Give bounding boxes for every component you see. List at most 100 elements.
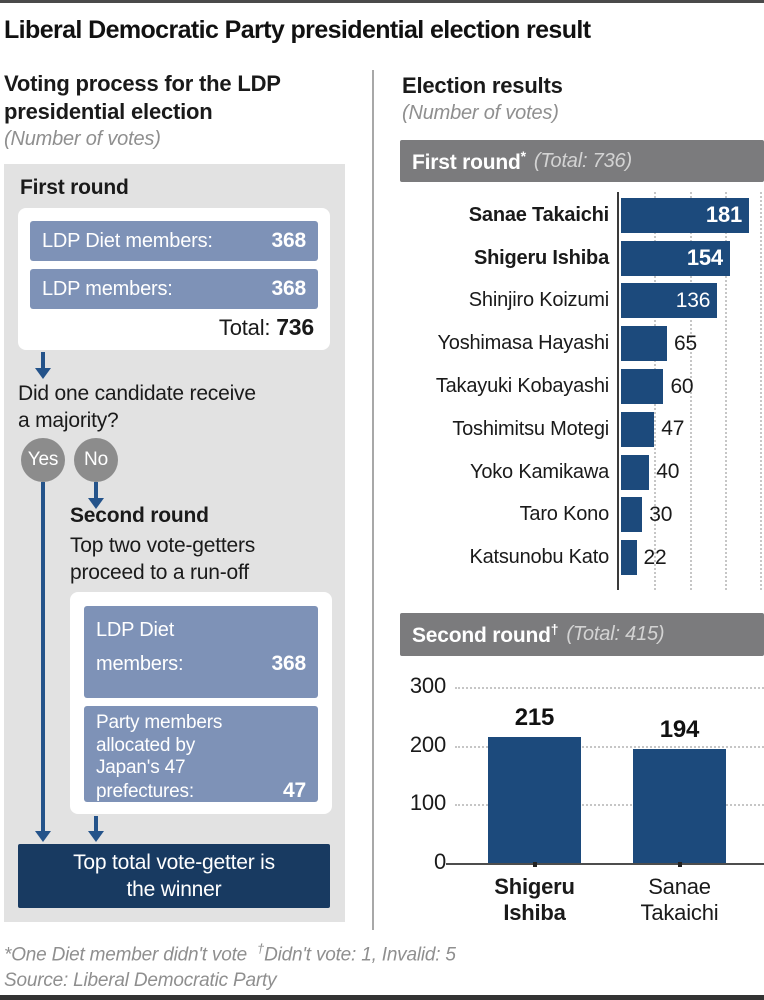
second-round-chart: 0 100 200 300 215 Shigeru Ishiba 194 Sanae Takaic… [400,668,764,948]
diet-box-line2-row: members: 368 [96,647,306,681]
bar-value: 181 [705,202,743,228]
left-unit-note: (Number of votes) [4,128,161,150]
footnote-asterisk: *One Diet member didn't vote [4,944,248,966]
bar-row: Yoshimasa Hayashi 65 [400,322,764,365]
winner-line1: Top total vote-getter is [73,851,275,874]
first-round-title-text: First round [412,150,521,174]
bar-label-line: Ishiba [503,900,566,925]
bar-value: 47 [661,417,685,441]
no-arrow-line [94,482,98,498]
gridline-200 [760,192,763,590]
flow-arrow-1-line [41,352,45,368]
flow-arrow-1-head [35,368,51,379]
bar-row: Takayuki Kobayashi 60 [400,365,764,408]
bar-label-line: Shigeru [494,874,575,899]
diet-box-line2: members: [96,653,184,675]
first-round-label: First round [20,176,129,199]
bar-row: Sanae Takaichi 181 [400,194,764,237]
bar-value: 40 [656,460,680,484]
left-heading-line2: presidential election [4,99,213,124]
bar-label-line: Sanae [648,874,711,899]
party-box-line1: Party members [96,712,223,733]
second-round-desc-line2: proceed to a run-off [70,561,249,584]
bar [621,454,650,490]
second-round-chart-header: Second round† (Total: 415) [400,613,764,656]
bar-value: 22 [643,545,667,569]
winner-line2: the winner [126,878,222,901]
bar-label: Taro Kono [519,503,610,526]
gridline-300 [455,687,764,689]
party-box-value: 47 [283,778,306,802]
bar-label: Shinjiro Koizumi [468,289,609,312]
party-box-line4-row: prefectures: 47 [96,778,306,804]
party-members-box: Party members allocated by Japan's 47 pr… [84,706,318,802]
diet-members-row: LDP Diet members: 368 [30,221,318,261]
x-tick [677,862,682,867]
bar-row: Shigeru Ishiba 154 [400,237,764,280]
bar-label: Shigeru Ishiba [473,246,609,269]
party-box-line4: prefectures: [96,780,194,802]
question-line1: Did one candidate receive [18,382,256,405]
diet-members-box: LDP Diet members: 368 [84,606,318,698]
total-label: Total: [218,315,271,340]
bar-label: Katsunobu Kato [469,546,609,569]
first-round-chart: Sanae Takaichi 181 Shigeru Ishiba 154 Shinji… [400,188,764,594]
second-round-axis [446,863,764,865]
bar-value: 65 [673,331,697,355]
left-heading-line1: Voting process for the LDP [4,71,281,96]
second-round-total-note: (Total: 415) [566,623,665,645]
yes-arrow-line [41,482,45,831]
second-round-chart-title: Second round† [412,621,559,648]
gridline-150 [725,192,728,590]
yes-arrow-head [35,831,51,842]
bar-label: Shigeru Ishiba [460,874,610,926]
page-title: Liberal Democratic Party presidential el… [4,16,591,44]
runoff-arrow-head [88,831,104,842]
bar-label: Takayuki Kobayashi [435,375,609,398]
bar [488,736,581,863]
y-tick-label-100: 100 [409,790,446,816]
bar-label: Sanae Takaichi [468,203,609,226]
footnote-dagger-symbol: † [257,941,265,956]
first-round-chart-title: First round* [412,148,526,175]
footnote-dagger: Didn't vote: 1, Invalid: 5 [264,944,456,966]
no-arrow-head [88,498,104,509]
ldp-members-value: 368 [271,277,307,300]
bar [621,497,643,533]
second-round-description: Top two vote-getters proceed to a run-of… [70,532,255,586]
y-tick-label-300: 300 [409,673,446,698]
question-line2: a majority? [18,409,119,432]
bar [621,540,637,576]
bar [633,749,726,863]
bar-row: Toshimitsu Motegi 47 [400,408,764,451]
bar: 136 [621,283,718,319]
footer: *One Diet member didn't vote †Didn't vote… [4,936,456,994]
first-round-total: Total: 736 [219,314,314,341]
bar: 181 [621,197,750,233]
winner-box: Top total vote-getter is the winner [18,844,330,908]
bar-label: Yoshimasa Hayashi [437,332,609,355]
gridline-200 [455,745,764,748]
runoff-arrow-line [94,816,98,831]
ldp-members-row: LDP members: 368 [30,269,318,309]
diet-members-label: LDP Diet members: [42,229,213,252]
first-round-chart-header: First round* (Total: 736) [400,140,764,182]
first-round-axis [617,192,619,590]
second-round-title-text: Second round [412,624,551,647]
gridline-100 [455,804,764,807]
bar-label: Sanae Takaichi [605,874,755,926]
column-divider [372,70,374,930]
party-box-line3: Japan's 47 [96,757,186,778]
bar-value: 30 [649,502,673,526]
y-tick-label-0: 0 [433,849,446,874]
second-round-label: Second round [70,504,209,527]
second-round-footnote-symbol: † [550,621,559,637]
bar-value: 136 [675,288,711,312]
footnotes-line: *One Diet member didn't vote †Didn't vote… [4,936,456,968]
left-column-heading: Voting process for the LDP presidential … [4,70,281,126]
bar-row: Katsunobu Kato 22 [400,536,764,579]
gridline-100 [689,192,692,590]
party-box-line2: allocated by [96,734,196,756]
diet-box-line1: LDP Diet [96,619,175,641]
majority-question: Did one candidate receive a majority? [18,380,256,434]
